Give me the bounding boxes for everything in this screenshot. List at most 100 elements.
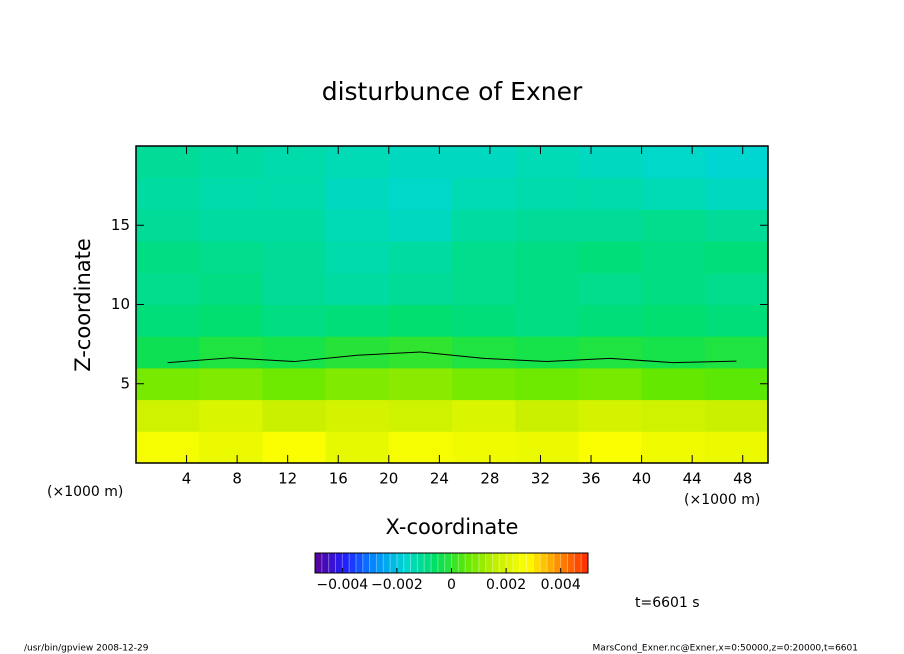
x-tick-label: 36	[581, 470, 600, 488]
field-cell	[704, 272, 769, 305]
field-cell	[704, 336, 769, 369]
field-cell	[325, 177, 390, 210]
y-tick-label: 10	[111, 295, 130, 313]
field-cell	[262, 272, 327, 305]
field-cell	[262, 209, 327, 242]
colorbar-cell	[519, 553, 527, 573]
field-cell	[199, 304, 263, 337]
footer-left: /usr/bin/gpview 2008-12-29	[24, 644, 149, 654]
field-cell	[136, 241, 200, 274]
y-axis-label: Z-coordinate	[71, 238, 95, 372]
field-cell	[388, 177, 453, 210]
field-cell	[641, 209, 706, 242]
field-cell	[325, 241, 390, 274]
colorbar-cell	[512, 553, 521, 573]
colorbar-cell	[349, 553, 357, 573]
field-cell	[515, 367, 579, 401]
colorbar-tick-label: −0.004	[316, 577, 368, 593]
field-cell	[578, 399, 643, 432]
field-cell	[262, 241, 327, 274]
colorbar-cell	[465, 553, 473, 573]
field-cell	[262, 146, 327, 179]
field-cell	[578, 209, 643, 242]
field-cell	[578, 431, 643, 464]
field-cell	[199, 272, 263, 305]
field-cell	[388, 209, 453, 242]
x-tick-label: 24	[430, 470, 449, 488]
colorbar-cell	[581, 553, 589, 573]
y-tick-label: 15	[111, 216, 130, 234]
colorbar-cell	[574, 553, 582, 573]
field-cell	[578, 367, 643, 401]
field-cell	[641, 241, 706, 274]
field-cell	[136, 146, 200, 179]
x-tick-label: 28	[480, 470, 499, 488]
colorbar-cell	[478, 553, 486, 573]
field-cell	[199, 177, 263, 210]
contour-line	[420, 351, 484, 359]
x-tick-label: 44	[683, 470, 702, 488]
contour-line	[230, 357, 295, 363]
field-cell	[262, 367, 327, 401]
field-cell	[325, 336, 390, 369]
field-cell	[515, 304, 579, 337]
field-cell	[515, 399, 579, 432]
field-cell	[136, 209, 200, 242]
field-cell	[262, 431, 327, 464]
field-cell	[325, 272, 390, 305]
field-cell	[199, 399, 263, 432]
colorbar-cell	[390, 553, 398, 573]
field-cell	[262, 304, 327, 337]
x-tick-label: 32	[531, 470, 550, 488]
field-cell	[388, 241, 453, 274]
field-cell	[199, 209, 263, 242]
field-cell	[641, 177, 706, 210]
field-cell	[325, 399, 390, 432]
field-cell	[704, 209, 769, 242]
field-cell	[704, 146, 769, 179]
field-cell	[515, 272, 579, 305]
field-cell	[515, 177, 579, 210]
field-cell	[388, 304, 453, 337]
field-cell	[199, 146, 263, 179]
colorbar-tick-label: 0	[447, 577, 456, 593]
field-cell	[578, 304, 643, 337]
field-cell	[641, 367, 706, 401]
field-cell	[452, 431, 516, 464]
field-cell	[704, 177, 769, 210]
colorbar-cell	[417, 553, 425, 573]
colorbar-cell	[321, 553, 329, 573]
field-cell	[452, 241, 516, 274]
colorbar-cell	[355, 553, 364, 573]
contour-line	[609, 357, 674, 364]
contour-line	[483, 357, 547, 363]
field-cell	[704, 304, 769, 337]
colorbar-cell	[315, 553, 323, 573]
x-tick-label: 48	[733, 470, 752, 488]
field-cell	[199, 431, 263, 464]
field-cell	[199, 367, 263, 401]
colorbar-cell	[553, 553, 561, 573]
field-cell	[325, 367, 390, 401]
colorbar-cell	[369, 553, 377, 573]
colorbar-cell	[506, 553, 514, 573]
field-cell	[452, 272, 516, 305]
field-cell	[515, 336, 579, 369]
field-cell	[388, 272, 453, 305]
field-cell	[325, 431, 390, 464]
colorbar-cell	[403, 553, 411, 573]
colorbar-cell	[396, 553, 405, 573]
colorbar-cell	[526, 553, 534, 573]
field-cell	[515, 241, 579, 274]
colorbar-cell	[499, 553, 507, 573]
field-cell	[325, 146, 390, 179]
contour-line	[357, 351, 421, 356]
field-cell	[452, 367, 516, 401]
field-cell	[704, 241, 769, 274]
field-cell	[578, 241, 643, 274]
field-cell	[136, 177, 200, 210]
field-cell	[136, 367, 200, 401]
field-cell	[136, 336, 200, 369]
colorbar-cell	[362, 553, 370, 573]
